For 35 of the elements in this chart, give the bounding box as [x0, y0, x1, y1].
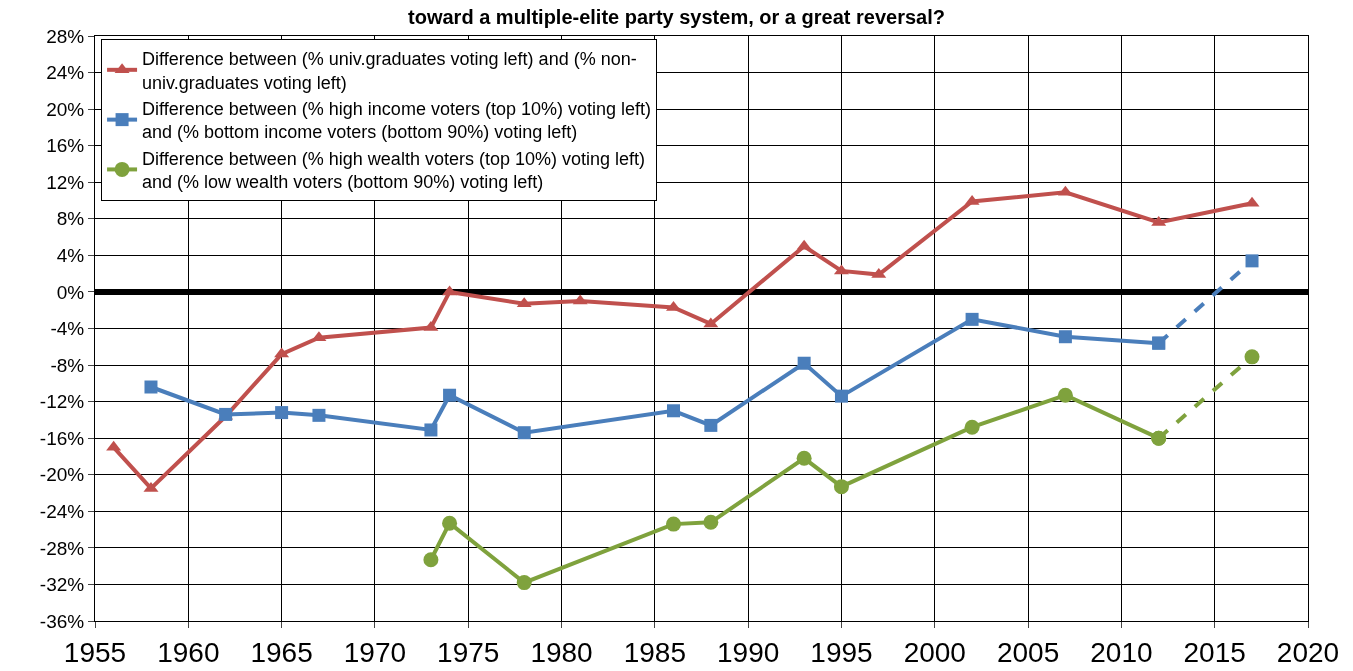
- x-tick-label: 2020: [1276, 636, 1340, 668]
- y-tick-label: -24%: [39, 500, 85, 522]
- x-tick-label: 2005: [996, 636, 1060, 668]
- x-tick-label: 2015: [1183, 636, 1246, 668]
- y-tick-label: 20%: [46, 98, 85, 120]
- chart-title: toward a multiple-elite party system, or a great reversal?: [408, 6, 945, 29]
- y-tick-label: -28%: [39, 537, 85, 559]
- x-tick-label: 2000: [903, 636, 966, 668]
- y-tick-label: 8%: [56, 208, 85, 230]
- legend-label: Difference between (% high income voters (top 10%) voting left) and (% bottom income voters (bottom 90%) voting left): [142, 98, 651, 143]
- x-tick-label: 1955: [63, 636, 127, 668]
- y-tick-label: 0%: [56, 281, 85, 303]
- legend-label: Difference between (% univ.graduates voting left) and (% non- univ.graduates voting left): [142, 49, 637, 93]
- x-tick-label: 1990: [717, 636, 780, 668]
- x-tick-label: 1975: [437, 636, 500, 668]
- x-tick-label: 1985: [623, 636, 686, 668]
- y-tick-label: -12%: [39, 391, 85, 413]
- y-tick-label: -16%: [39, 427, 85, 449]
- y-tick-label: -20%: [39, 464, 85, 486]
- y-tick-label: 4%: [56, 245, 85, 267]
- y-tick-label: 12%: [46, 171, 85, 193]
- y-tick-label: 24%: [46, 62, 85, 84]
- y-tick-label: -8%: [50, 354, 85, 376]
- x-tick-label: 2010: [1090, 636, 1153, 668]
- y-tick-label: -36%: [39, 610, 85, 632]
- x-tick-label: 1995: [810, 636, 873, 668]
- x-tick-label: 1980: [530, 636, 593, 668]
- y-tick-label: -32%: [39, 574, 85, 596]
- y-tick-label: 16%: [46, 135, 85, 157]
- legend-label: Difference between (% high wealth voters (top 10%) voting left) and (% low wealth voters (bottom 90%) voting left): [142, 148, 645, 193]
- y-tick-label: -4%: [50, 318, 85, 340]
- x-tick-label: 1960: [157, 636, 220, 668]
- x-tick-label: 1965: [250, 636, 313, 668]
- y-tick-label: 28%: [46, 25, 85, 47]
- x-tick-label: 1970: [343, 636, 407, 668]
